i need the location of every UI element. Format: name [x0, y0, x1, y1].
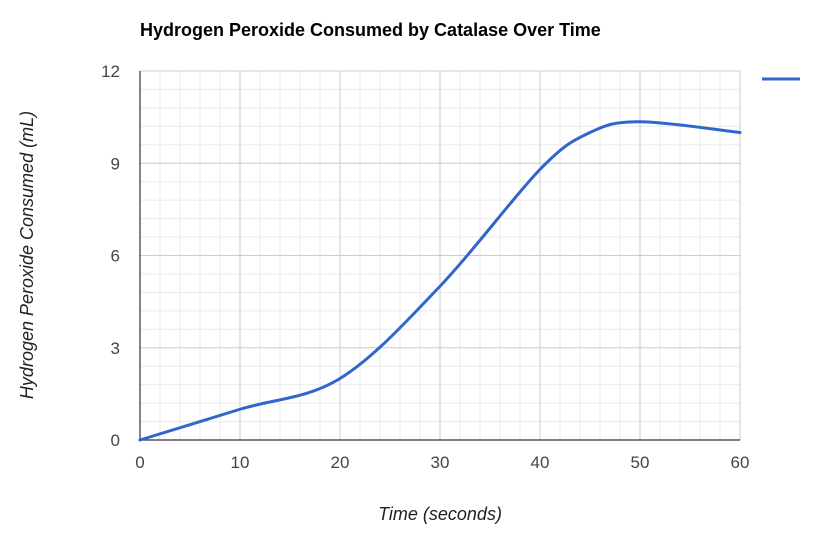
- x-tick-label: 10: [231, 453, 250, 472]
- tick-labels: 0 10 20 30 40 50 60 0 3 6 9 12: [101, 62, 749, 472]
- x-axis-label: Time (seconds): [378, 504, 502, 524]
- series-line: [138, 120, 742, 442]
- x-tick-label: 50: [631, 453, 650, 472]
- y-tick-label: 3: [111, 339, 120, 358]
- x-tick-label: 60: [731, 453, 750, 472]
- y-tick-label: 0: [111, 431, 120, 450]
- x-tick-label: 30: [431, 453, 450, 472]
- x-tick-label: 0: [135, 453, 144, 472]
- x-tick-label: 20: [331, 453, 350, 472]
- chart-title: Hydrogen Peroxide Consumed by Catalase O…: [140, 20, 601, 40]
- series-layer: [138, 120, 742, 442]
- y-tick-label: 9: [111, 154, 120, 173]
- y-tick-label: 6: [111, 247, 120, 266]
- y-tick-label: 12: [101, 62, 120, 81]
- x-tick-label: 40: [531, 453, 550, 472]
- axes: [139, 71, 740, 441]
- y-axis-label: Hydrogen Peroxide Consumed (mL): [17, 111, 37, 399]
